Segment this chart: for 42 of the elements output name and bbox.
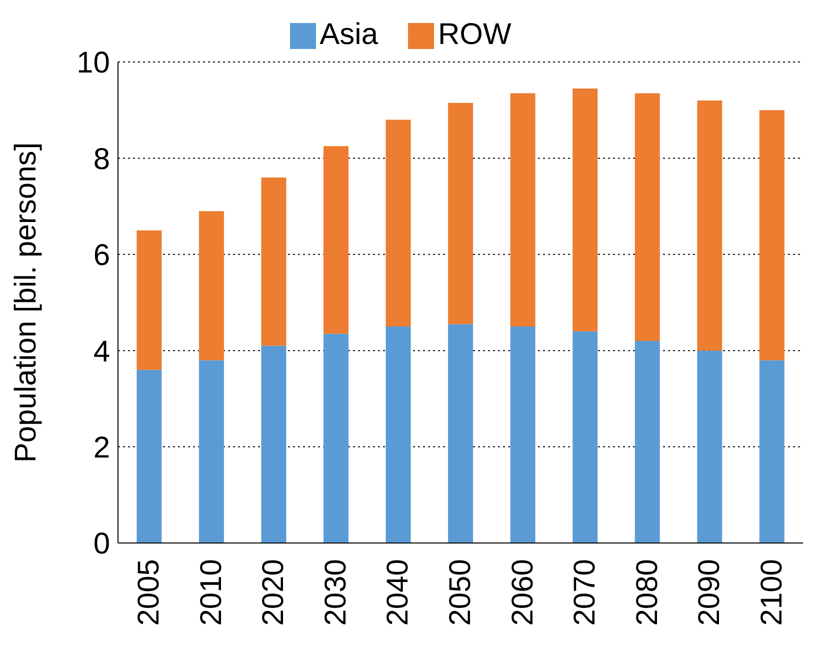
bar xyxy=(572,331,598,543)
x-tick-label: 2020 xyxy=(257,559,290,626)
bar xyxy=(510,93,536,327)
x-tick-label: 2090 xyxy=(693,559,726,626)
bar xyxy=(261,177,286,346)
bar xyxy=(759,110,784,360)
bar xyxy=(261,346,286,543)
bar xyxy=(448,102,474,324)
y-tick-label: 10 xyxy=(76,46,110,80)
bar xyxy=(697,350,722,543)
x-tick-label: 2005 xyxy=(132,559,166,626)
bar xyxy=(324,146,348,334)
bar xyxy=(510,326,536,543)
y-tick-label: 2 xyxy=(93,431,110,464)
bar xyxy=(572,88,598,332)
bar xyxy=(136,230,162,370)
x-tick-label: 2060 xyxy=(506,559,540,626)
bar xyxy=(386,326,411,543)
bar xyxy=(386,120,411,327)
y-tick-label: 4 xyxy=(93,335,110,368)
x-tick-label: 2070 xyxy=(568,559,602,626)
bar xyxy=(448,324,474,543)
bar xyxy=(697,100,722,351)
legend-label: Asia xyxy=(320,18,378,51)
x-tick-label: 2040 xyxy=(382,559,415,626)
bar xyxy=(759,360,784,543)
y-axis-title: Population [bil. persons] xyxy=(10,142,43,463)
x-tick-label: 2030 xyxy=(319,559,352,626)
x-tick-label: 2100 xyxy=(755,559,788,626)
y-tick-label: 6 xyxy=(93,239,110,272)
bar xyxy=(634,340,660,543)
x-tick-label: 2080 xyxy=(630,559,664,626)
legend-label: ROW xyxy=(438,18,512,51)
bar xyxy=(634,93,660,341)
bar xyxy=(198,211,224,360)
y-tick-label: 8 xyxy=(93,142,110,176)
x-tick-label: 2050 xyxy=(444,559,477,626)
x-tick-label: 2010 xyxy=(194,559,228,626)
bar xyxy=(324,334,348,543)
bar xyxy=(198,360,224,543)
bar xyxy=(136,370,162,543)
y-tick-label: 0 xyxy=(93,528,110,561)
